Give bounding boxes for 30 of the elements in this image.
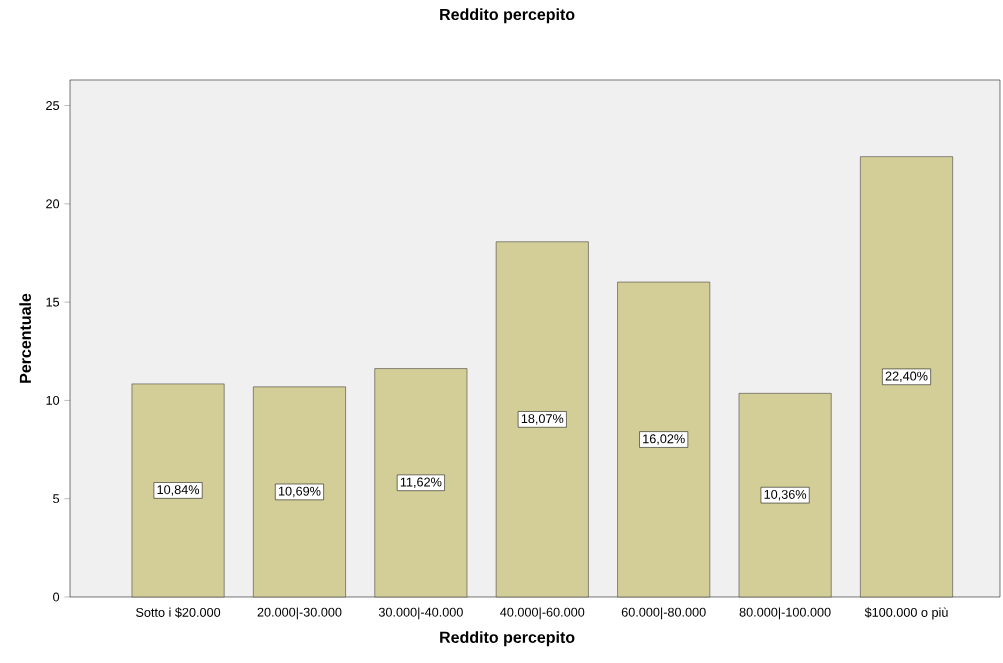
data-label: 11,62% [400, 477, 442, 489]
y-tick-label: 20 [46, 199, 60, 209]
y-tick-label: 0 [53, 592, 60, 602]
bar [253, 386, 346, 598]
data-label: 10,84% [157, 485, 200, 496]
data-label: 22,40% [885, 371, 928, 383]
x-tick-label: $100.000 o più [864, 607, 948, 620]
chart-title: Reddito percepito [440, 8, 575, 24]
bar [617, 281, 711, 598]
x-tick-label: 30.000|-40.000 [378, 607, 463, 620]
y-axis-title: Percentuale [19, 293, 32, 383]
bar [860, 156, 953, 598]
bar [738, 393, 832, 598]
data-label: 18,07% [521, 414, 564, 425]
x-tick-label: 20.000|-30.000 [257, 607, 342, 620]
x-axis-title: Reddito percepito [440, 631, 575, 647]
y-tick-label: 5 [53, 494, 60, 504]
data-label: 10,36% [764, 489, 807, 501]
y-tick-label: 15 [46, 297, 60, 307]
x-tick-label: 80.000|-100.000 [739, 607, 831, 620]
x-tick-label: Sotto i $20.000 [136, 607, 221, 618]
y-tick-label: 25 [46, 101, 60, 111]
bar [495, 241, 589, 598]
y-tick-label: 10 [46, 395, 60, 405]
bar [131, 383, 225, 598]
x-tick-label: 40.000|-60.000 [500, 607, 585, 620]
x-tick-label: 60.000|-80.000 [621, 607, 706, 620]
data-label: 16,02% [643, 434, 685, 445]
bar [374, 368, 468, 598]
data-label: 10,69% [278, 486, 321, 498]
